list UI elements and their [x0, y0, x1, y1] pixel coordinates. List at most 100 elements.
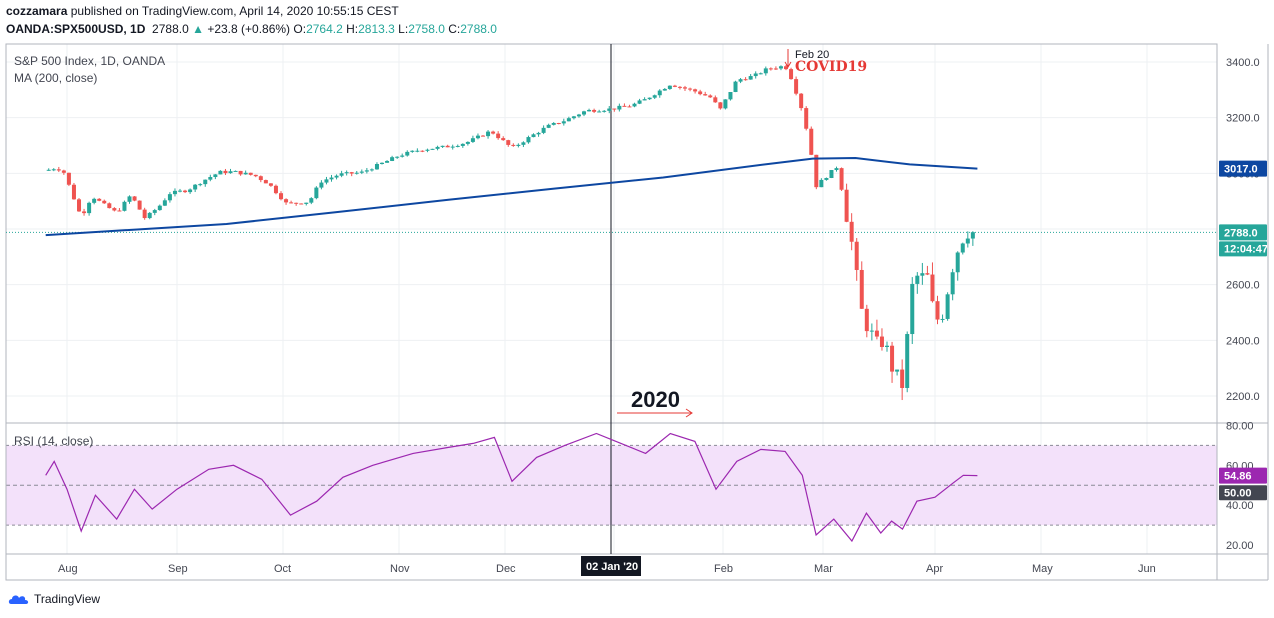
- candle: [536, 131, 541, 137]
- candle-body: [612, 108, 617, 110]
- price-tick-label: 2200.0: [1226, 391, 1260, 403]
- candle-body: [213, 174, 218, 178]
- candle: [470, 135, 475, 143]
- candle-body: [733, 81, 738, 93]
- candle-body: [597, 111, 602, 113]
- candle-body: [390, 157, 395, 161]
- candle: [440, 145, 445, 148]
- rsi-tick-label: 40.00: [1226, 500, 1254, 512]
- candle: [137, 200, 142, 210]
- candle-body: [162, 200, 167, 206]
- candle-body: [789, 69, 794, 80]
- candle: [561, 118, 566, 126]
- candle-body: [819, 179, 824, 188]
- candle: [390, 155, 395, 162]
- candle: [556, 122, 561, 125]
- candle-body: [324, 179, 329, 183]
- rsi-legend: RSI (14, close): [14, 434, 94, 448]
- candle-body: [61, 170, 66, 173]
- candle-body: [895, 369, 900, 372]
- candle: [713, 95, 718, 103]
- candle-body: [309, 198, 314, 203]
- candle-body: [602, 110, 607, 112]
- close-value: 2788.0: [460, 22, 497, 36]
- candle: [289, 200, 294, 204]
- candle: [784, 65, 789, 71]
- candle-body: [46, 169, 51, 171]
- candle: [178, 188, 183, 193]
- candle: [794, 76, 799, 96]
- candle: [329, 174, 334, 182]
- candle: [551, 122, 556, 126]
- candle-body: [844, 189, 849, 222]
- candle-body: [137, 200, 142, 210]
- candle: [617, 103, 622, 112]
- candle: [430, 148, 435, 150]
- candle: [890, 341, 895, 383]
- rsi-tick-label: 20.00: [1226, 540, 1254, 552]
- candle: [839, 167, 844, 191]
- candle: [809, 126, 814, 156]
- candle: [147, 212, 152, 220]
- publisher-name[interactable]: cozzamara: [6, 4, 68, 18]
- time-tick-label: Apr: [926, 563, 943, 575]
- time-tick-label: Nov: [390, 563, 410, 575]
- time-tick-label: Oct: [274, 563, 291, 575]
- candle: [768, 67, 773, 71]
- candle: [592, 108, 597, 114]
- open-label: O:: [293, 22, 307, 36]
- candle: [874, 319, 879, 340]
- candle-body: [354, 172, 359, 174]
- candle-body: [112, 208, 117, 211]
- candle: [637, 98, 642, 105]
- candle: [900, 359, 905, 401]
- candle: [627, 104, 632, 108]
- candle-body: [516, 144, 521, 146]
- candle: [198, 183, 203, 187]
- last-price: 2788.0: [152, 22, 189, 36]
- candle-body: [804, 108, 809, 129]
- candle: [162, 198, 167, 207]
- candle-body: [374, 163, 379, 170]
- candle-body: [864, 308, 869, 332]
- candle-body: [879, 336, 884, 347]
- candle-body: [885, 345, 890, 347]
- candle: [970, 231, 975, 246]
- candle: [758, 72, 763, 75]
- candle-body: [647, 97, 652, 100]
- candle: [253, 174, 258, 178]
- candle: [132, 196, 137, 202]
- feb20-arrow-head: [784, 61, 792, 68]
- price-tick-label: 3400.0: [1226, 57, 1260, 69]
- crosshair-date-bg: [581, 556, 641, 576]
- candle: [708, 94, 713, 98]
- candle: [284, 198, 289, 205]
- candle-body: [536, 132, 541, 135]
- candle-body: [703, 94, 708, 96]
- candle-body: [233, 170, 238, 172]
- candle-body: [435, 146, 440, 149]
- candle: [541, 125, 546, 135]
- candle-body: [622, 105, 627, 107]
- candle: [410, 150, 415, 153]
- ma-legend: MA (200, close): [14, 71, 98, 85]
- candle: [960, 242, 965, 255]
- tradingview-logo[interactable]: TradingView: [8, 592, 100, 606]
- candle: [602, 110, 607, 113]
- candle-body: [228, 171, 233, 174]
- crosshair-date-label: 02 Jan '20: [586, 561, 638, 573]
- candle: [657, 89, 662, 98]
- candle-body: [728, 92, 733, 100]
- candle-body: [556, 123, 561, 125]
- candle-body: [380, 162, 385, 164]
- candle: [460, 143, 465, 148]
- candle-body: [445, 145, 450, 148]
- candle-body: [188, 189, 193, 193]
- candle-body: [415, 150, 420, 152]
- candle: [82, 208, 87, 216]
- rsi-badge-bg: [1219, 467, 1267, 484]
- candle: [208, 174, 213, 182]
- candle: [723, 99, 728, 110]
- candle-body: [677, 86, 682, 88]
